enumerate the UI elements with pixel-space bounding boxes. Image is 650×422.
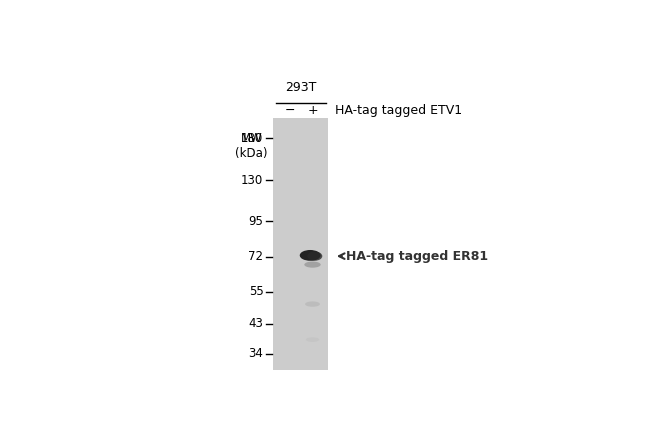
Ellipse shape (307, 252, 322, 261)
Text: 34: 34 (248, 347, 263, 360)
Text: 130: 130 (241, 174, 263, 187)
Text: −: − (285, 104, 295, 117)
Ellipse shape (306, 337, 319, 342)
Text: 72: 72 (248, 250, 263, 263)
Text: HA-tag tagged ETV1: HA-tag tagged ETV1 (335, 104, 463, 117)
Text: +: + (307, 104, 318, 117)
Ellipse shape (304, 262, 320, 268)
Text: 95: 95 (248, 214, 263, 227)
Text: 43: 43 (248, 317, 263, 330)
Text: 293T: 293T (285, 81, 317, 94)
Text: HA-tag tagged ER81: HA-tag tagged ER81 (346, 250, 488, 262)
Ellipse shape (300, 250, 320, 261)
Text: MW
(kDa): MW (kDa) (235, 132, 268, 160)
Ellipse shape (305, 301, 320, 307)
Text: 180: 180 (241, 132, 263, 145)
Bar (274, 119, 328, 370)
Text: 55: 55 (248, 285, 263, 298)
